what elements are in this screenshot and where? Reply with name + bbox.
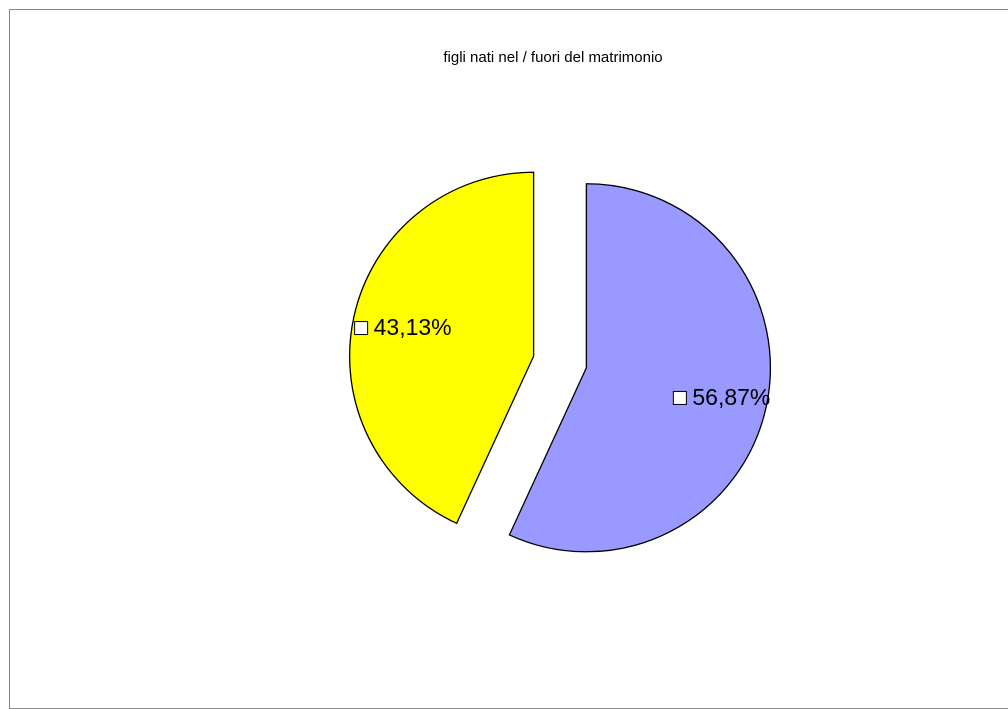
- pie-data-labels: 56,87% 43,13%: [354, 314, 770, 410]
- pie-slices: [348, 171, 772, 553]
- legend-key-box: [354, 321, 369, 336]
- legend-key-box: [672, 390, 687, 405]
- pie-data-label-2: 43,13%: [354, 314, 452, 340]
- pie-data-label-1: 56,87%: [672, 384, 770, 410]
- pie-slice-2: [348, 171, 535, 525]
- pie-data-label-text: 56,87%: [692, 384, 770, 410]
- pie-data-label-text: 43,13%: [374, 314, 452, 340]
- pie-slice-1: [508, 183, 772, 553]
- chart-title: figli nati nel / fuori del matrimonio: [443, 49, 662, 66]
- pie-chart: figli nati nel / fuori del matrimonio 56…: [348, 49, 772, 553]
